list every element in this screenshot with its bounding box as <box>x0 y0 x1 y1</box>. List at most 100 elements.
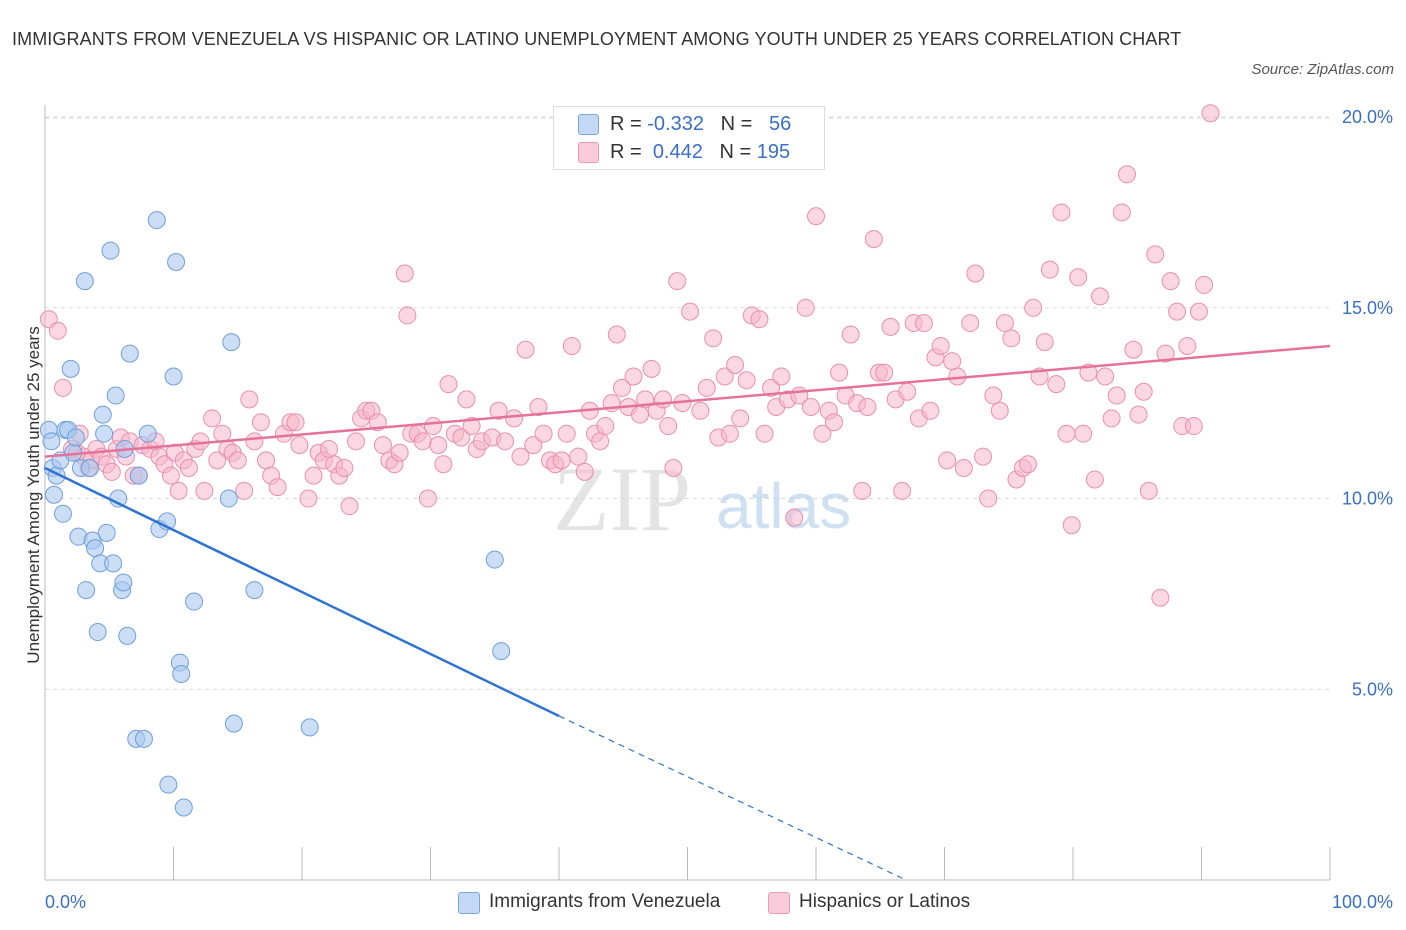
point-hispanics <box>772 367 791 386</box>
point-hispanics <box>424 417 443 436</box>
legend-swatch-pink <box>768 892 790 914</box>
point-hispanics <box>228 451 247 470</box>
point-hispanics <box>208 451 227 470</box>
point-hispanics <box>654 390 673 409</box>
point-venezuela <box>101 241 120 260</box>
point-hispanics <box>893 481 912 500</box>
point-hispanics <box>624 367 643 386</box>
point-hispanics <box>875 363 894 382</box>
y-tick-label: 20.0% <box>1342 107 1393 127</box>
n-value: 195 <box>756 141 791 163</box>
point-venezuela <box>129 466 148 485</box>
point-venezuela <box>44 485 63 504</box>
point-hispanics <box>1117 165 1136 184</box>
point-venezuela <box>77 581 96 600</box>
series-venezuela-points <box>39 211 511 817</box>
trend-line-hispanics <box>44 344 1331 458</box>
point-hispanics <box>943 352 962 371</box>
point-venezuela <box>485 550 504 569</box>
point-hispanics <box>1057 424 1076 443</box>
point-hispanics <box>697 378 716 397</box>
point-hispanics <box>1146 245 1165 264</box>
point-hispanics <box>496 432 515 451</box>
point-hispanics <box>1156 344 1175 363</box>
point-hispanics <box>1129 405 1148 424</box>
point-venezuela <box>104 554 123 573</box>
legend-swatch-pink <box>578 142 599 163</box>
x-tick-label-min: 0.0% <box>45 892 86 912</box>
point-hispanics <box>864 230 883 249</box>
point-hispanics <box>807 207 825 226</box>
point-venezuela <box>95 424 114 443</box>
point-hispanics <box>1074 424 1093 443</box>
point-hispanics <box>1019 455 1038 474</box>
n-label: N = <box>719 141 752 163</box>
point-hispanics <box>898 382 917 401</box>
point-hispanics <box>1189 302 1208 321</box>
point-hispanics <box>557 424 576 443</box>
point-hispanics <box>169 481 188 500</box>
point-hispanics <box>1184 417 1203 436</box>
point-hispanics <box>731 409 750 428</box>
point-hispanics <box>245 432 264 451</box>
x-tick-label-max: 100.0% <box>1332 892 1393 912</box>
point-venezuela <box>75 272 94 291</box>
point-hispanics <box>505 409 524 428</box>
point-hispanics <box>591 432 610 451</box>
point-hispanics <box>995 314 1014 333</box>
point-hispanics <box>830 363 849 382</box>
point-hispanics <box>1201 104 1220 123</box>
point-hispanics <box>750 310 769 329</box>
point-hispanics <box>429 436 448 455</box>
point-venezuela <box>97 523 116 542</box>
point-hispanics <box>562 336 581 355</box>
point-hispanics <box>612 378 631 397</box>
point-hispanics <box>511 447 530 466</box>
point-hispanics <box>516 340 535 359</box>
point-hispanics <box>462 417 481 436</box>
point-hispanics <box>569 447 588 466</box>
point-hispanics <box>755 424 774 443</box>
point-hispanics <box>257 451 276 470</box>
point-venezuela <box>185 592 204 611</box>
point-hispanics <box>1040 260 1059 279</box>
point-hispanics <box>664 459 683 478</box>
point-venezuela <box>300 718 319 737</box>
point-hispanics <box>452 428 471 447</box>
point-hispanics <box>966 264 985 283</box>
tick-labels: 5.0% 10.0% 15.0% 20.0% 0.0% 100.0% <box>45 107 1393 912</box>
point-venezuela <box>42 432 61 451</box>
point-hispanics <box>801 397 820 416</box>
point-venezuela <box>114 573 133 592</box>
point-hispanics <box>1079 363 1098 382</box>
point-hispanics <box>1195 275 1214 294</box>
point-hispanics <box>990 401 1009 420</box>
r-value: 0.442 <box>652 141 703 163</box>
point-hispanics <box>1161 272 1180 291</box>
point-venezuela <box>172 665 191 684</box>
point-hispanics <box>457 390 476 409</box>
y-tick-label: 10.0% <box>1342 489 1393 509</box>
point-hispanics <box>1112 203 1131 222</box>
point-hispanics <box>914 314 933 333</box>
point-hispanics <box>489 401 508 420</box>
point-hispanics <box>575 462 594 481</box>
legend-row-text: R = -0.332 N = 56 <box>610 111 791 137</box>
point-hispanics <box>398 306 417 325</box>
point-hispanics <box>529 397 548 416</box>
point-venezuela <box>174 798 193 817</box>
point-hispanics <box>938 451 957 470</box>
point-venezuela <box>245 581 264 600</box>
point-hispanics <box>346 432 365 451</box>
point-hispanics <box>704 329 723 348</box>
series-hispanics-points <box>39 104 1220 607</box>
point-hispanics <box>681 302 700 321</box>
point-hispanics <box>881 317 900 336</box>
point-hispanics <box>373 436 392 455</box>
point-venezuela <box>222 333 241 352</box>
point-venezuela <box>66 428 85 447</box>
point-hispanics <box>813 424 832 443</box>
r-label: R = <box>610 113 642 135</box>
point-hispanics <box>607 325 626 344</box>
